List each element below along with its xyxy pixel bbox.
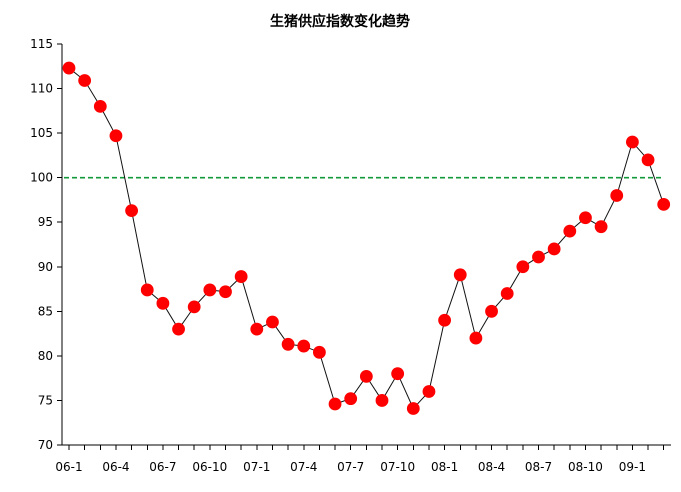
data-point: [532, 250, 545, 264]
data-point: [438, 313, 452, 327]
data-point: [469, 331, 483, 345]
axis-layer: 70 75 80 85 90 95 100 105 110 115 06-1 06-4 06-7 06-1…: [30, 37, 665, 474]
data-point: [203, 283, 217, 297]
data-point: [485, 304, 498, 318]
series-layer: [68, 67, 665, 410]
data-point: [266, 315, 279, 329]
data-point: [78, 74, 92, 87]
data-point: [516, 260, 530, 274]
data-point: [375, 394, 389, 407]
x-tick-label: 07-1: [243, 460, 270, 474]
data-point: [547, 242, 561, 256]
data-point: [219, 285, 232, 299]
data-point: [610, 189, 624, 202]
x-tick-label: 08-10: [568, 460, 603, 474]
y-tick-label: 110: [30, 82, 53, 96]
data-point: [93, 99, 107, 113]
y-tick-label: 95: [38, 215, 53, 229]
x-tick-label: 08-4: [478, 460, 505, 474]
x-tick-label: 08-1: [431, 460, 458, 474]
data-point: [359, 369, 373, 383]
x-tick-label: 08-7: [525, 460, 552, 474]
data-point: [281, 337, 295, 351]
data-point: [125, 204, 139, 218]
data-point: [172, 322, 185, 336]
data-point: [312, 345, 326, 359]
data-point: [594, 220, 608, 234]
y-tick-label: 90: [38, 260, 53, 274]
y-tick-label: 85: [38, 304, 53, 318]
data-point: [140, 283, 154, 297]
data-point: [156, 296, 170, 310]
data-point: [344, 392, 358, 406]
x-tick-label: 06-10: [192, 460, 227, 474]
x-tick-label: 06-1: [55, 460, 82, 474]
y-tick-label: 70: [38, 438, 53, 452]
data-point: [500, 287, 514, 300]
data-point: [563, 224, 577, 238]
x-tick-label: 06-7: [149, 460, 176, 474]
x-tick-label: 07-4: [290, 460, 317, 474]
data-point: [579, 211, 592, 225]
data-point: [250, 322, 264, 336]
x-tick-label: 07-10: [380, 460, 415, 474]
y-tick-label: 100: [30, 171, 53, 185]
data-point: [62, 61, 76, 75]
data-point: [391, 367, 405, 381]
data-point: [657, 197, 671, 211]
y-tick-label: 115: [30, 37, 53, 51]
data-point: [187, 300, 201, 314]
data-point: [234, 270, 248, 283]
marker-layer: [62, 61, 671, 415]
y-tick-label: 75: [38, 393, 53, 407]
data-point: [109, 129, 123, 143]
series-line: [68, 67, 665, 410]
data-point: [641, 153, 655, 167]
data-point: [406, 402, 420, 415]
data-point: [626, 135, 639, 149]
data-point: [453, 268, 467, 282]
y-tick-label: 105: [30, 126, 53, 140]
x-tick-label: 07-7: [337, 460, 364, 474]
data-point: [328, 397, 342, 411]
chart-title: 生猪供应指数变化趋势: [270, 13, 410, 30]
x-tick-label: 09-1: [619, 460, 646, 474]
data-point: [297, 339, 311, 353]
y-tick-label: 80: [38, 349, 53, 363]
x-tick-label: 06-4: [102, 460, 129, 474]
data-point: [422, 385, 436, 398]
